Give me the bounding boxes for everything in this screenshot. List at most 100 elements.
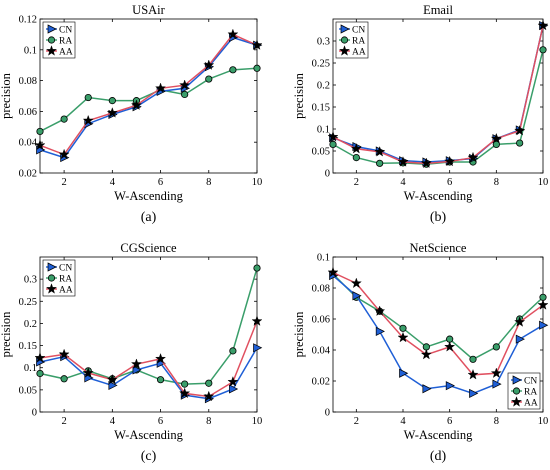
data-point-ra	[36, 369, 44, 378]
data-point-aa	[34, 139, 46, 150]
x-axis-label: W-Ascending	[114, 428, 183, 442]
legend-marker-aa	[45, 283, 58, 294]
data-point-ra	[229, 66, 237, 74]
x-tick-label: 2	[354, 177, 359, 188]
y-tick-label: 0.12	[19, 15, 37, 26]
data-point-aa	[155, 353, 167, 364]
data-point-aa	[251, 315, 263, 326]
chart-panel-2: Email 0 0.05 0.1 0.15 0.2 0.25 0.3 2 4 6 8 10 W-Ascen…	[292, 3, 549, 225]
y-tick-label: 0.2	[24, 319, 37, 330]
data-point-aa	[251, 39, 263, 50]
data-point-aa	[203, 59, 215, 70]
legend-label-aa: AA	[352, 48, 366, 58]
chart-title: USAir	[132, 3, 165, 17]
y-tick-label: 0.08	[312, 284, 330, 295]
legend-marker-cn	[47, 24, 57, 34]
series-line-aa	[332, 271, 544, 376]
legend-label-aa: AA	[524, 399, 538, 409]
data-point-aa	[490, 367, 502, 378]
data-point-ra	[399, 324, 407, 332]
y-tick-label: 0	[325, 169, 330, 180]
y-tick-label: 0.02	[312, 377, 330, 388]
series-line-ra	[39, 67, 258, 133]
chart-title: Email	[423, 3, 453, 17]
x-tick-label: 4	[400, 177, 406, 188]
legend-marker-aa	[45, 45, 58, 56]
data-point-aa	[514, 316, 526, 327]
series-line-cn	[39, 347, 258, 400]
data-point-aa	[82, 367, 94, 378]
series-aa	[34, 315, 263, 402]
data-point-ra	[329, 140, 337, 148]
x-tick-label: 8	[494, 177, 499, 188]
y-tick-label: 0.1	[317, 125, 330, 136]
y-axis-label: precision	[0, 311, 13, 358]
legend-marker-aa	[510, 396, 523, 407]
x-tick-label: 2	[61, 177, 66, 188]
data-point-cn	[515, 334, 525, 344]
data-point-aa	[179, 79, 191, 90]
legend-label-cn: CN	[59, 26, 72, 36]
chart-panel-1: USAir 0.02 0.04 0.06 0.08 0.1 0.12 2 4 6 8 10 W-Asce…	[0, 3, 263, 225]
data-point-ra	[253, 64, 261, 72]
legend-label-cn: CN	[352, 26, 365, 36]
data-point-aa	[467, 368, 479, 380]
legend-label-ra: RA	[59, 37, 72, 47]
y-tick-label: 0.2	[317, 81, 330, 92]
x-tick-label: 10	[538, 177, 549, 188]
data-point-aa	[374, 305, 386, 316]
y-tick-label: 0.3	[24, 275, 37, 286]
data-point-aa	[106, 373, 118, 385]
legend-marker-ra	[47, 36, 56, 44]
data-point-aa	[34, 352, 46, 363]
y-tick-label: 0.06	[19, 107, 37, 118]
legend-label-ra: RA	[59, 275, 72, 285]
data-point-aa	[444, 341, 456, 352]
y-tick-label: 0.05	[312, 147, 330, 158]
data-point-aa	[203, 390, 215, 402]
data-point-cn	[375, 326, 385, 336]
data-point-ra	[492, 343, 500, 351]
data-point-aa	[490, 132, 502, 144]
data-point-ra	[84, 93, 92, 102]
data-point-aa	[179, 387, 191, 399]
x-tick-label: 8	[494, 416, 499, 427]
panel-caption: (b)	[430, 210, 447, 225]
x-tick-label: 8	[206, 177, 211, 188]
data-point-cn	[108, 380, 118, 390]
x-tick-label: 6	[158, 177, 163, 188]
series-ra	[36, 64, 261, 136]
y-axis-label: precision	[0, 72, 13, 119]
data-point-ra	[516, 139, 524, 147]
data-point-aa	[227, 376, 239, 387]
data-point-cn	[352, 291, 362, 301]
series-line-aa	[39, 320, 258, 398]
x-tick-label: 6	[158, 416, 163, 427]
chart-title: NetScience	[410, 241, 467, 255]
y-tick-label: 0.04	[19, 138, 38, 149]
series-aa	[327, 19, 549, 169]
x-tick-label: 10	[538, 416, 549, 427]
y-tick-label: 0.06	[312, 315, 330, 326]
data-point-aa	[397, 331, 409, 343]
chart-title: CGScience	[120, 241, 177, 255]
y-axis-label: precision	[292, 72, 306, 119]
legend-marker-cn	[340, 24, 350, 34]
data-point-ra	[229, 347, 237, 355]
series-cn	[329, 271, 549, 398]
data-point-aa	[106, 107, 118, 118]
y-tick-label: 0.15	[312, 103, 330, 114]
data-point-aa	[397, 156, 409, 167]
legend-label-ra: RA	[524, 388, 537, 398]
data-point-ra	[108, 97, 116, 105]
y-tick-label: 0.3	[317, 37, 330, 48]
data-point-aa	[420, 157, 432, 169]
legend-marker-ra	[512, 387, 521, 395]
x-axis-label: W-Ascending	[404, 428, 473, 442]
series-aa	[34, 28, 263, 160]
y-tick-label: 0.05	[19, 385, 37, 396]
y-tick-label: 0	[325, 408, 330, 419]
data-point-ra	[376, 159, 384, 167]
